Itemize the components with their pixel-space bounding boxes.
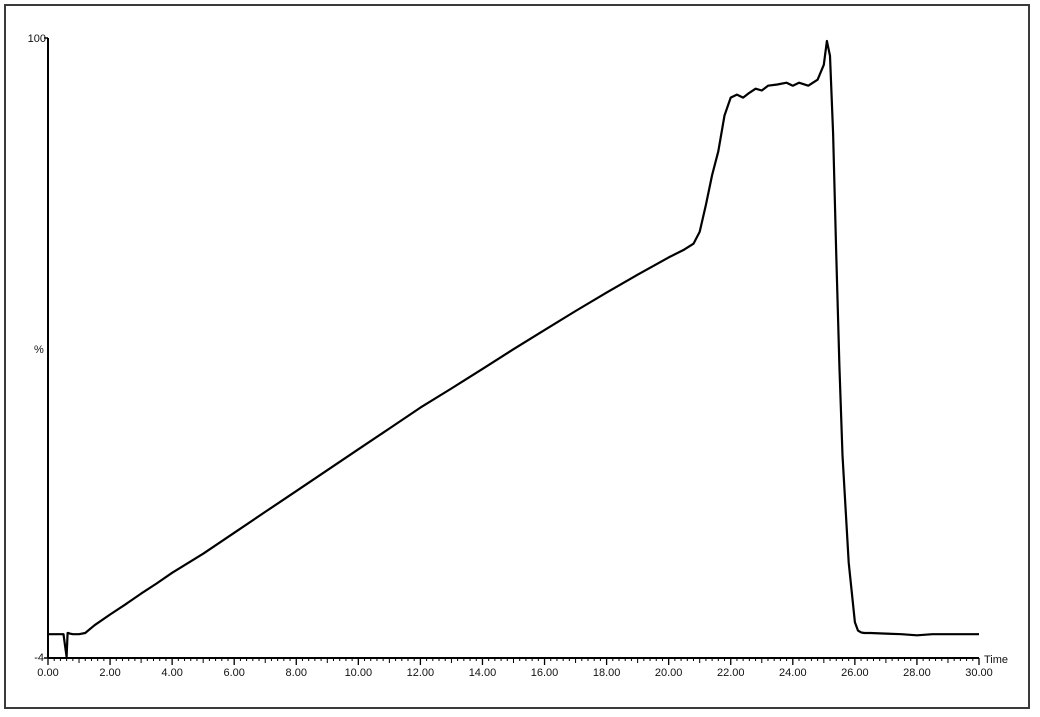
chart-frame — [4, 4, 1030, 709]
x-tick-label: 0.00 — [37, 667, 58, 679]
x-tick-label: 24.00 — [779, 667, 807, 679]
x-minor-ticks — [53, 658, 974, 663]
x-tick-label: 2.00 — [99, 667, 120, 679]
x-tick-label: 26.00 — [841, 667, 869, 679]
x-tick-label: 20.00 — [655, 667, 683, 679]
y-tick-label-top: 100 — [28, 33, 46, 45]
x-axis-label: Time — [984, 654, 1008, 666]
y-tick-label-bottom: -4 — [34, 652, 44, 664]
x-tick-label: 28.00 — [903, 667, 931, 679]
x-major-ticks — [47, 658, 980, 665]
x-tick-label: 16.00 — [531, 667, 559, 679]
y-axis-label: % — [34, 344, 44, 356]
x-tick-label: 18.00 — [593, 667, 621, 679]
x-tick-labels: 0.00 2.00 4.00 6.00 8.00 10.00 12.00 14.00 16.00… — [37, 667, 992, 679]
x-tick-label: 8.00 — [286, 667, 307, 679]
x-tick-label: 4.00 — [161, 667, 182, 679]
x-tick-label: 6.00 — [223, 667, 244, 679]
x-tick-label: 10.00 — [345, 667, 373, 679]
x-tick-label: 22.00 — [717, 667, 745, 679]
x-tick-label: 30.00 — [965, 667, 993, 679]
x-tick-label: 14.00 — [469, 667, 497, 679]
x-tick-label: 12.00 — [407, 667, 435, 679]
series-line — [48, 39, 979, 658]
